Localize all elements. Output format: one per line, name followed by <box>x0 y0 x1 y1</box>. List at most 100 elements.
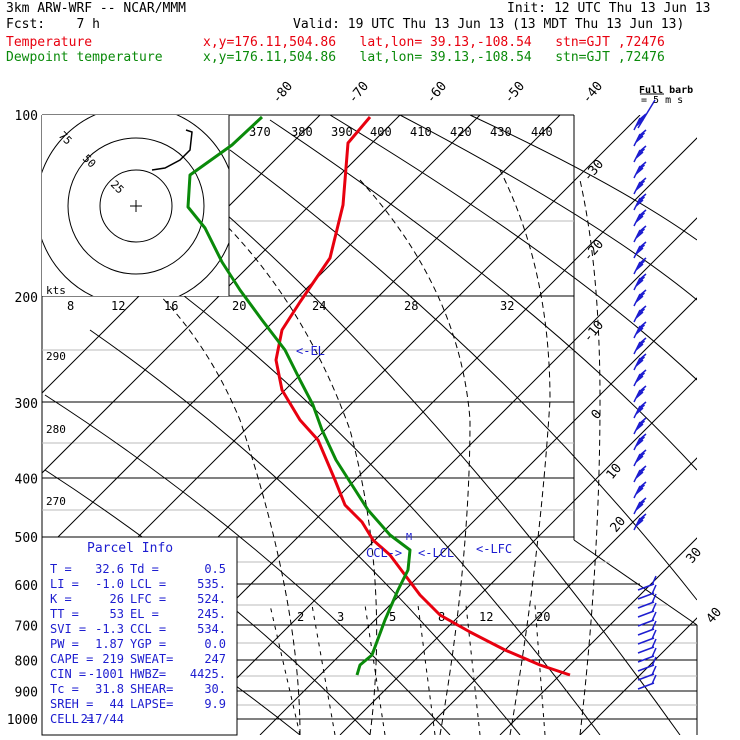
mixing-ratio-lines <box>269 604 546 735</box>
scale-label: 28 <box>404 299 418 313</box>
scale-label: 16 <box>164 299 178 313</box>
theta-label: 370 <box>249 125 271 139</box>
wind-barb <box>633 273 647 291</box>
wind-barb <box>633 417 647 435</box>
wind-barb <box>637 629 657 645</box>
parcel-info-key: SVI = <box>50 622 86 636</box>
pressure-tick-label: 400 <box>15 473 38 488</box>
parcel-info-value: 1.87 <box>95 637 124 651</box>
wind-barb <box>637 665 657 681</box>
parcel-info-key: EL = <box>130 607 159 621</box>
pressure-tick-label: 700 <box>15 619 38 634</box>
mixing-ratio-label: 5 <box>389 610 396 624</box>
parcel-info-key: CCL = <box>130 622 166 636</box>
wind-barb <box>633 353 647 371</box>
isotherm-label: -30 <box>581 157 608 185</box>
wind-barb <box>633 305 647 323</box>
parcel-info-value: 245. <box>197 607 226 621</box>
parcel-info-value: 31.8 <box>95 682 124 696</box>
speed-scale-labels: 8 12 16 20 24 28 32 <box>67 299 514 313</box>
theta-label: 410 <box>410 125 432 139</box>
parcel-info-key: SWEAT= <box>130 652 173 666</box>
pressure-tick-label: 1000 <box>7 713 38 728</box>
full-barb-unit: = 5 m s <box>641 95 683 106</box>
temperature-line <box>274 116 571 677</box>
wind-barb <box>633 337 647 355</box>
parcel-info-title: Parcel Info <box>87 541 173 556</box>
scale-label: 8 <box>67 299 74 313</box>
parcel-info-key: Td = <box>130 562 159 576</box>
wind-barb <box>637 593 657 609</box>
isotherm-label: 20 <box>608 514 630 536</box>
wind-barbs <box>633 99 657 690</box>
mixing-ratio-label: 2 <box>297 610 304 624</box>
wind-barb <box>637 638 657 654</box>
pressure-tick-label: 200 <box>15 291 38 306</box>
pressure-axis-labels: 100 200 300 400 500 600 700 800 900 1000 <box>7 109 38 728</box>
lfc-marker: <-LFC <box>476 542 512 556</box>
hodograph-trace <box>151 129 193 171</box>
parcel-info-key: CELL = <box>50 712 93 726</box>
wind-barb <box>633 145 647 163</box>
wind-barb <box>633 497 647 515</box>
el-marker: <-EL <box>296 344 325 358</box>
parcel-info-value: 0.0 <box>204 637 226 651</box>
wind-barb <box>633 449 647 467</box>
isotherm-label: 40 <box>704 605 726 627</box>
isotherm-label: 10 <box>604 461 626 483</box>
pressure-tick-label: 500 <box>15 531 38 546</box>
isotherm-label: -20 <box>581 237 608 265</box>
theta-label: 420 <box>450 125 472 139</box>
parcel-info-key: LCL = <box>130 577 166 591</box>
scale-label: 20 <box>232 299 246 313</box>
parcel-info-value: 30. <box>204 682 226 696</box>
parcel-info-value: 26 <box>110 592 124 606</box>
wind-barb <box>633 257 647 275</box>
parcel-info-key: SREH = <box>50 697 93 711</box>
theta-label: 290 <box>46 350 66 363</box>
isotherm-label: -10 <box>581 318 608 346</box>
temperature-location-info: x,y=176.11,504.86 lat,lon= 39.13,-108.54… <box>203 35 665 50</box>
init-time: Init: 12 UTC Thu 13 Jun 13 <box>507 1 711 16</box>
theta-label: 380 <box>291 125 313 139</box>
mixing-ratio-labels: 2 3 5 8 12 20 <box>297 610 550 624</box>
pressure-tick-label: 600 <box>15 579 38 594</box>
wind-barb <box>633 385 647 403</box>
parcel-info-value: 219 <box>102 652 124 666</box>
parcel-info-box: Parcel Info T = 32.6 Td = 0.5 LI = -1.0 LCL = 5… <box>41 536 238 736</box>
mixing-ratio-label: 20 <box>536 610 550 624</box>
parcel-info-value: 4425. <box>190 667 226 681</box>
wind-barb <box>633 209 647 227</box>
ccl-marker: CCL-> <box>366 546 402 560</box>
wind-barb <box>633 513 647 531</box>
valid-time: Valid: 19 UTC Thu 13 Jun 13 (13 MDT Thu … <box>293 17 685 32</box>
dewpoint-location-info: x,y=176.11,504.86 lat,lon= 39.13,-108.54… <box>203 50 665 65</box>
parcel-info-value: 32.6 <box>95 562 124 576</box>
parcel-info-key: K = <box>50 592 72 606</box>
parcel-info-key: SHEAR= <box>130 682 173 696</box>
isotherm-label: -60 <box>424 79 451 107</box>
dry-adiabat-lines <box>44 115 697 735</box>
wind-barb <box>633 177 647 195</box>
wind-barb <box>637 620 657 636</box>
temperature-legend-label: Temperature <box>6 35 93 50</box>
wind-barb <box>633 433 647 451</box>
isotherm-label: -70 <box>346 79 373 107</box>
wind-barb <box>637 575 657 591</box>
lcl-marker: <-LCL <box>418 546 454 560</box>
scale-label: 12 <box>111 299 125 313</box>
wind-barb <box>637 674 657 690</box>
wind-barb <box>633 465 647 483</box>
wind-barb <box>633 369 647 387</box>
wind-barb <box>633 321 647 339</box>
full-barb-label: Full barb <box>639 85 693 96</box>
parcel-info-value: 535. <box>197 577 226 591</box>
theta-labels: 370 380 390 400 410 420 430 440 290 280 … <box>46 125 553 508</box>
parcel-info-value: 0.5 <box>204 562 226 576</box>
m-marker: M <box>406 532 412 543</box>
parcel-info-value: -1.0 <box>95 577 124 591</box>
parcel-info-value: 534. <box>197 622 226 636</box>
isotherm-label: 0 <box>589 407 606 423</box>
parcel-info-key: CAPE = <box>50 652 93 666</box>
